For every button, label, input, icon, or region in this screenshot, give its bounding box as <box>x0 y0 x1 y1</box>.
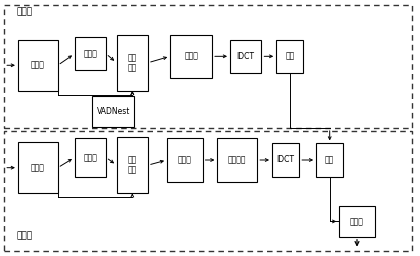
Bar <box>272 143 299 177</box>
Bar <box>75 138 106 177</box>
Text: VADNest: VADNest <box>97 107 130 116</box>
Text: 美化等: 美化等 <box>178 155 192 165</box>
Text: IDCT: IDCT <box>237 52 255 61</box>
Bar <box>18 142 58 193</box>
Text: 第一级: 第一级 <box>17 8 33 17</box>
Bar <box>18 40 58 91</box>
Text: 谱均值: 谱均值 <box>83 49 97 58</box>
Text: 美化等: 美化等 <box>184 52 198 61</box>
Bar <box>92 96 134 127</box>
Bar <box>276 40 303 73</box>
Bar <box>117 35 148 91</box>
Bar <box>218 138 257 182</box>
Text: IDCT: IDCT <box>277 155 294 165</box>
Text: 滤波: 滤波 <box>285 52 294 61</box>
Text: 增益调整: 增益调整 <box>228 155 247 165</box>
Text: 第二级: 第二级 <box>17 232 33 241</box>
Text: 维纳
滤波: 维纳 滤波 <box>128 53 137 72</box>
Bar <box>170 35 212 78</box>
Text: 谱估计: 谱估计 <box>31 163 45 172</box>
Bar <box>4 131 412 251</box>
Bar <box>167 138 203 182</box>
Text: 去直流: 去直流 <box>350 217 364 226</box>
Bar <box>75 37 106 70</box>
Bar <box>339 206 375 237</box>
Text: 谱估计: 谱估计 <box>31 61 45 70</box>
Text: 谱均值: 谱均值 <box>83 153 97 162</box>
Bar <box>230 40 261 73</box>
Bar <box>117 137 148 193</box>
Bar <box>4 5 412 128</box>
Text: 滤波: 滤波 <box>325 155 334 165</box>
Text: 维纳
滤波: 维纳 滤波 <box>128 155 137 175</box>
Bar <box>316 143 344 177</box>
